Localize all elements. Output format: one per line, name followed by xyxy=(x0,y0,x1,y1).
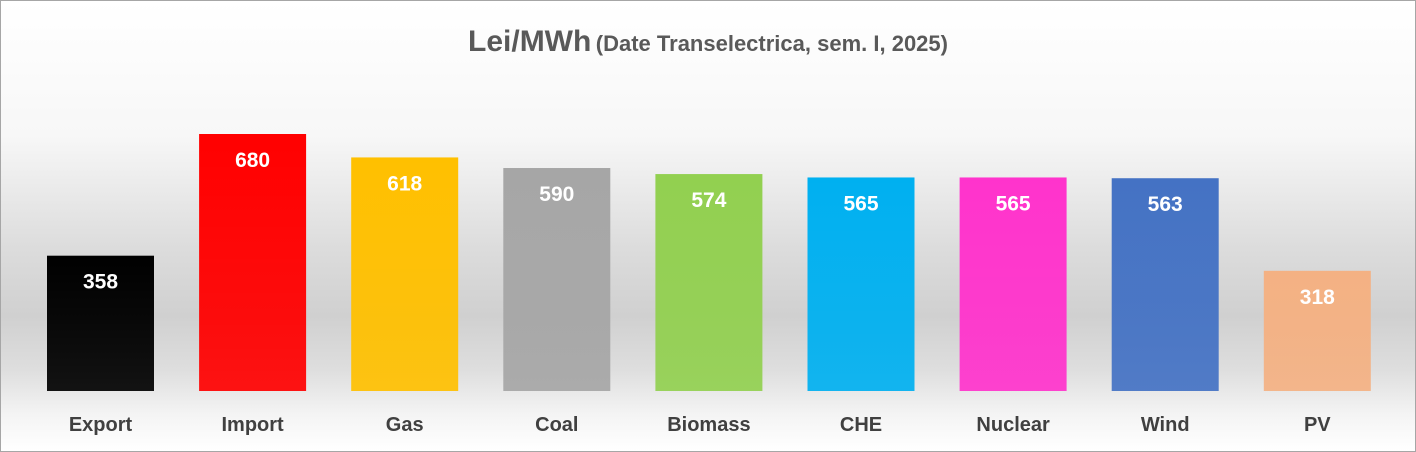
category-label-nuclear: Nuclear xyxy=(976,414,1050,436)
data-label-export: 358 xyxy=(83,271,118,294)
bar-coal xyxy=(503,168,611,391)
data-label-che: 565 xyxy=(843,192,878,215)
data-label-import: 680 xyxy=(235,149,270,172)
category-label-import: Import xyxy=(221,414,284,436)
bar-wind xyxy=(1111,178,1219,391)
bar-che xyxy=(807,177,915,391)
bar-nuclear xyxy=(959,177,1067,391)
data-label-pv: 318 xyxy=(1300,286,1335,309)
category-label-export: Export xyxy=(69,414,133,436)
data-label-nuclear: 565 xyxy=(996,192,1031,215)
chart-title-block: Lei/MWh (Date Transelectrica, sem. I, 20… xyxy=(1,25,1415,59)
category-label-gas: Gas xyxy=(386,414,424,436)
data-label-coal: 590 xyxy=(539,183,574,206)
bar-pv xyxy=(1263,270,1371,391)
category-label-wind: Wind xyxy=(1141,414,1190,436)
chart-title: Lei/MWh xyxy=(468,25,592,58)
category-label-pv: PV xyxy=(1304,414,1331,436)
category-label-che: CHE xyxy=(840,414,882,436)
data-label-biomass: 574 xyxy=(691,189,726,212)
data-label-gas: 618 xyxy=(387,172,422,195)
category-label-coal: Coal xyxy=(535,414,578,436)
chart-subtitle: (Date Transelectrica, sem. I, 2025) xyxy=(595,31,948,56)
bar-biomass xyxy=(655,174,763,391)
bar-gas xyxy=(351,157,459,391)
bar-export xyxy=(47,255,154,391)
bar-import xyxy=(199,134,307,391)
category-label-biomass: Biomass xyxy=(667,414,750,436)
data-label-wind: 563 xyxy=(1148,193,1183,216)
